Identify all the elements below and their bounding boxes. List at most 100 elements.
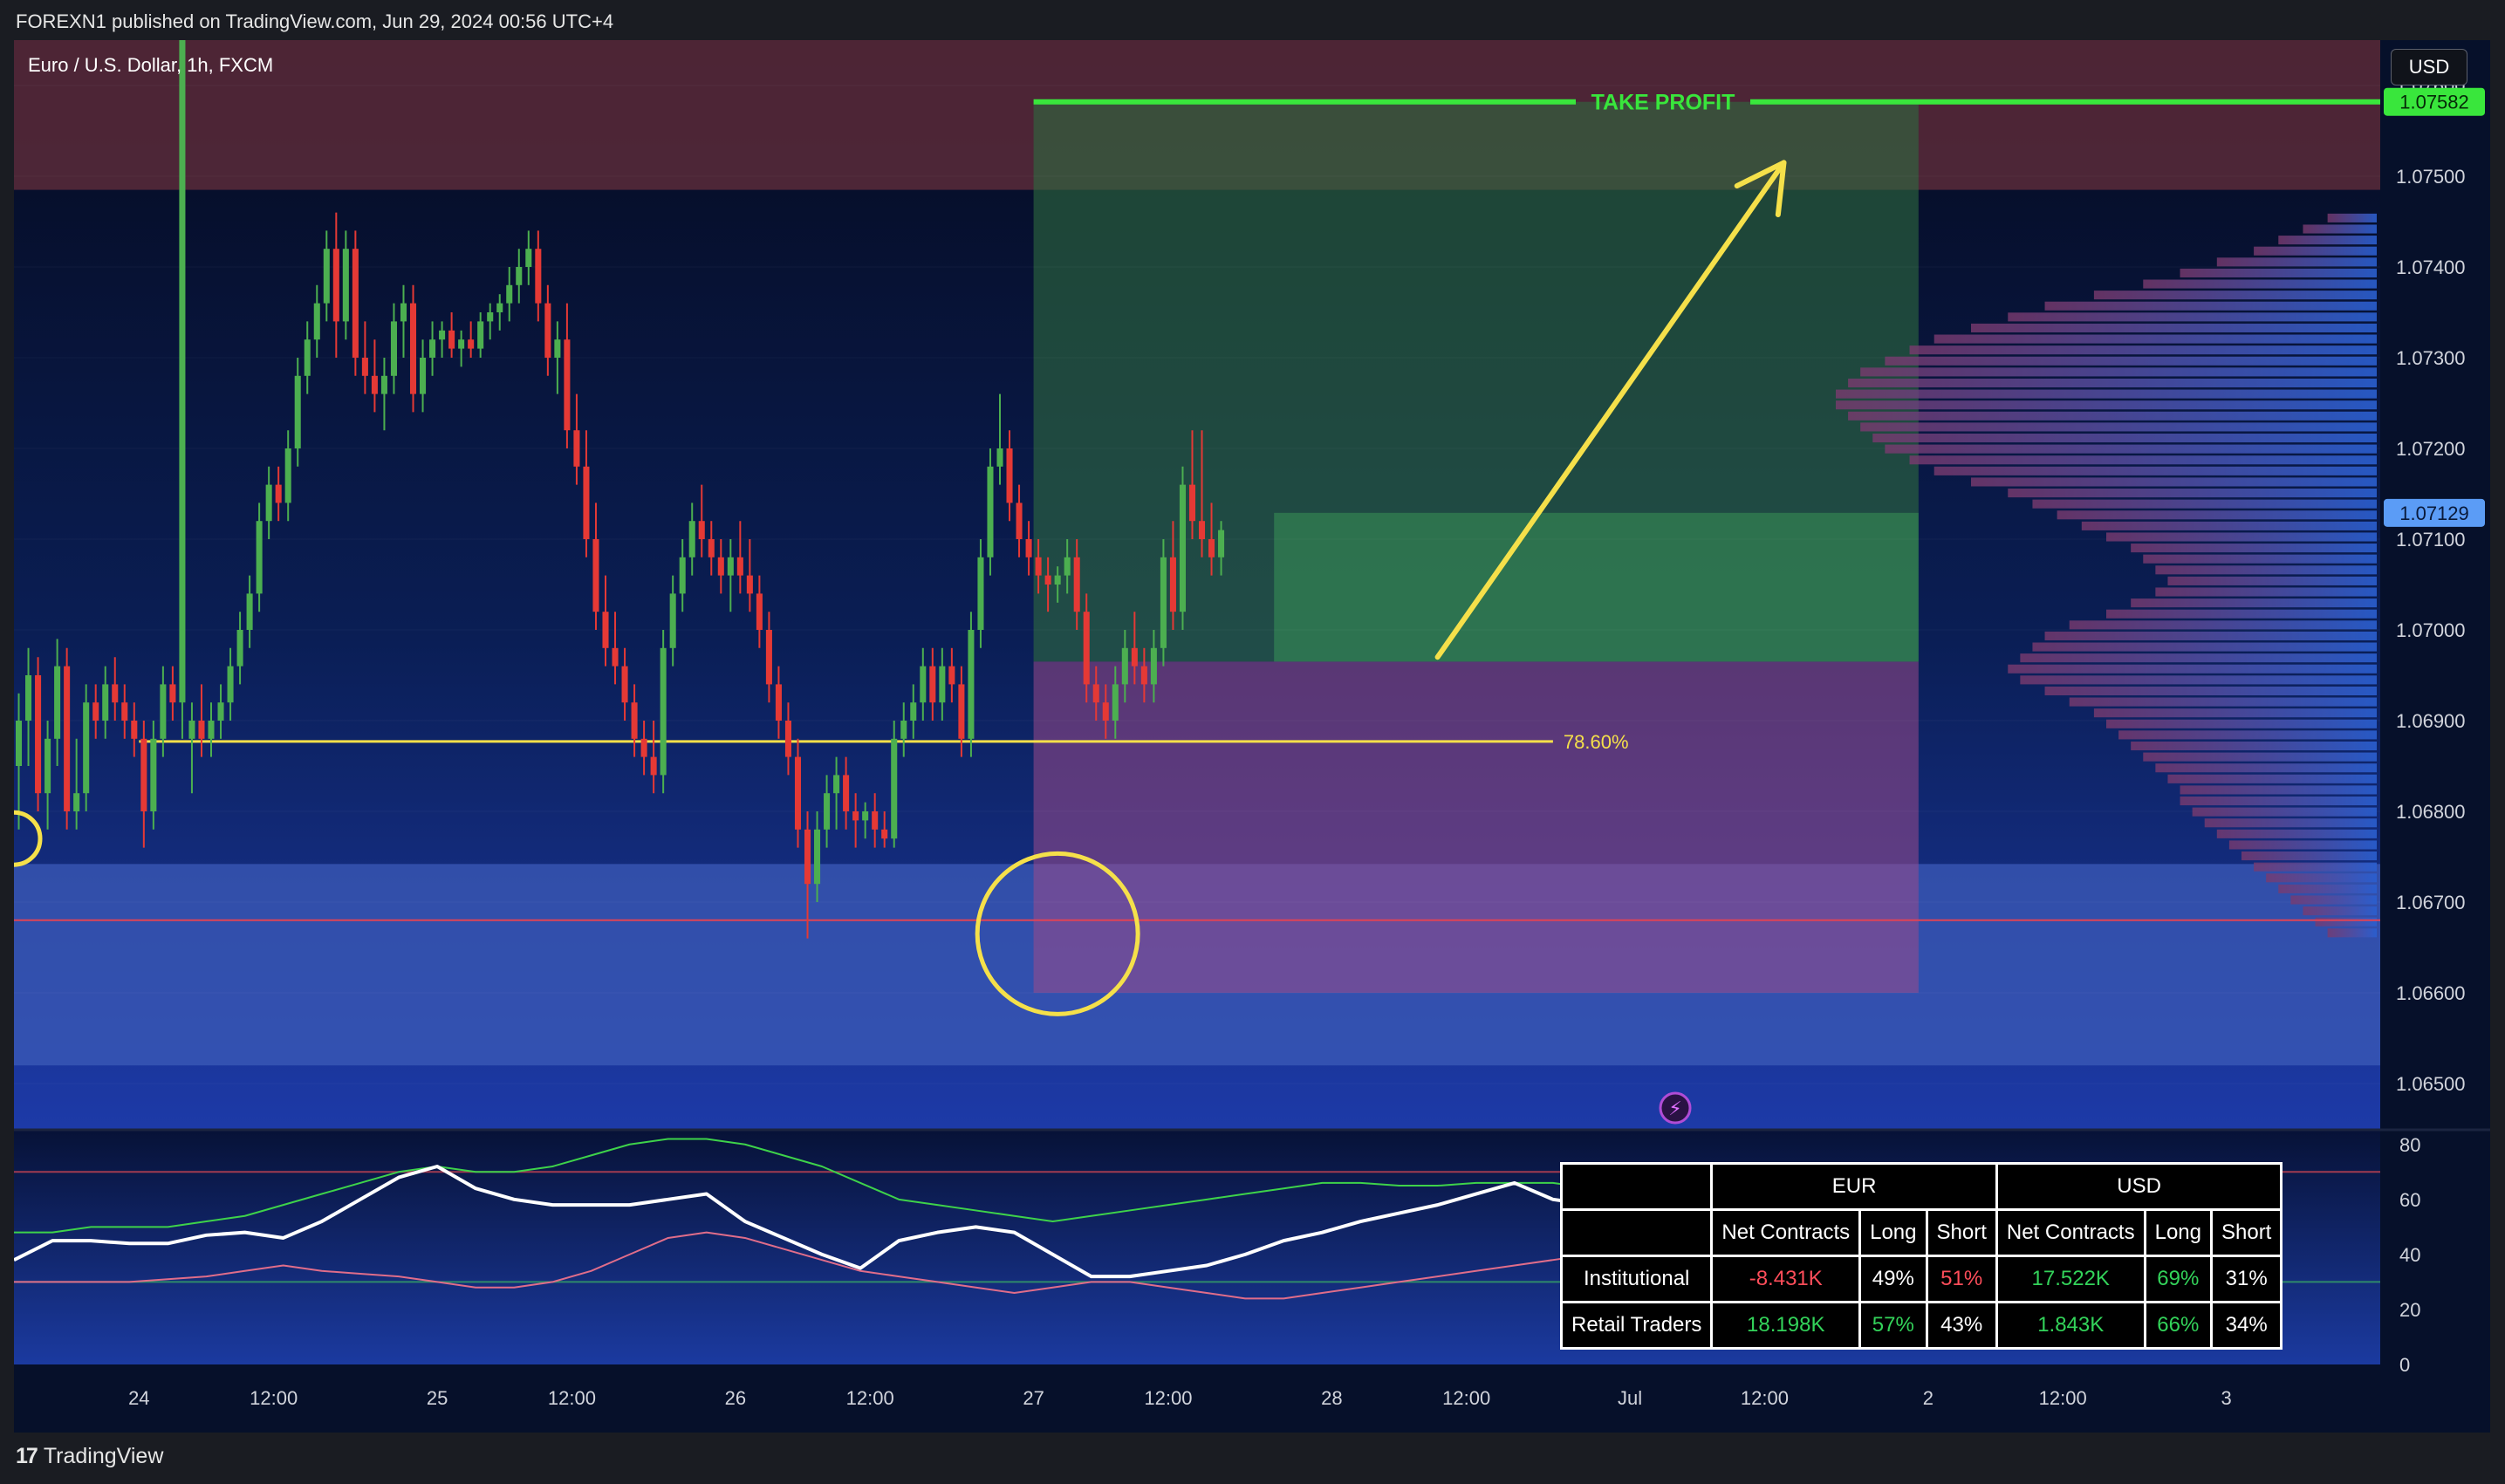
cot-header-row: EUR USD bbox=[1559, 1162, 2283, 1211]
chart-frame[interactable]: Euro / U.S. Dollar, 1h, FXCM USD 78.60% T… bbox=[14, 40, 2490, 1433]
time-axis-background bbox=[14, 1364, 2490, 1433]
candle-body bbox=[968, 630, 975, 739]
time-tick-label: 3 bbox=[2221, 1387, 2231, 1409]
candle-body bbox=[669, 593, 676, 648]
volume-profile-bar bbox=[2180, 785, 2377, 795]
price-tag-label: 1.07582 bbox=[2399, 92, 2469, 113]
candle-body bbox=[25, 675, 32, 721]
candle-body bbox=[612, 647, 619, 667]
cot-cell: 51% bbox=[1925, 1255, 1998, 1303]
candle-body bbox=[977, 557, 984, 630]
currency-button[interactable]: USD bbox=[2391, 49, 2467, 85]
candle-body bbox=[765, 630, 772, 685]
candle-body bbox=[756, 593, 763, 630]
candle-body bbox=[468, 339, 475, 349]
volume-profile-bar bbox=[2131, 598, 2377, 608]
candle-body bbox=[1188, 484, 1196, 522]
cot-row-label: Retail Traders bbox=[1559, 1301, 1714, 1350]
candle-body bbox=[852, 811, 859, 821]
edge-circle-marker-icon bbox=[14, 810, 43, 867]
volume-profile-bar bbox=[2180, 796, 2377, 806]
price-tag-label: 1.07129 bbox=[2399, 503, 2469, 524]
volume-profile-bar bbox=[2044, 301, 2377, 311]
candle-body bbox=[342, 249, 349, 322]
candle-body bbox=[1121, 647, 1128, 685]
candle-body bbox=[1131, 647, 1138, 667]
candle-body bbox=[160, 684, 167, 739]
volume-profile-bar bbox=[2008, 489, 2377, 498]
oscillator-series-line bbox=[14, 1231, 1861, 1300]
candle-body bbox=[380, 375, 387, 394]
candle-body bbox=[640, 738, 647, 757]
volume-profile-bar bbox=[2118, 730, 2377, 740]
candle-body bbox=[698, 521, 705, 539]
volume-profile-bar bbox=[2216, 829, 2377, 838]
cot-row-institutional: Institutional -8.431K 49% 51% 17.522K 69… bbox=[1559, 1255, 2283, 1303]
cot-group-usd: USD bbox=[1995, 1162, 2283, 1211]
time-tick-label: 12:00 bbox=[846, 1387, 894, 1409]
candle-body bbox=[592, 539, 599, 612]
volume-profile-bar bbox=[2303, 224, 2377, 234]
candle-body bbox=[660, 647, 667, 776]
candle-body bbox=[140, 738, 147, 811]
candle-body bbox=[631, 702, 638, 739]
cot-blank-cell bbox=[1559, 1208, 1714, 1257]
candle-body bbox=[1218, 530, 1225, 557]
candle-body bbox=[506, 284, 513, 304]
candle-body bbox=[323, 249, 330, 304]
publish-header: FOREXN1 published on TradingView.com, Ju… bbox=[16, 10, 614, 32]
candle-body bbox=[939, 666, 946, 703]
volume-profile-bar bbox=[2266, 873, 2377, 883]
candle-body bbox=[256, 521, 263, 594]
candle-body bbox=[496, 303, 503, 312]
time-tick-label: Jul bbox=[1618, 1387, 1642, 1409]
candle-body bbox=[420, 358, 427, 394]
volume-profile-bar bbox=[2155, 565, 2377, 575]
candle-body bbox=[35, 675, 42, 794]
candle-body bbox=[64, 666, 71, 811]
time-tick-label: 12:00 bbox=[1741, 1387, 1789, 1409]
time-tick-label: 12:00 bbox=[250, 1387, 298, 1409]
arrow-head-icon bbox=[1734, 160, 1787, 218]
volume-profile-bar bbox=[2008, 664, 2377, 674]
volume-profile-bar bbox=[2057, 510, 2377, 520]
time-tick-label: 12:00 bbox=[2039, 1387, 2087, 1409]
candle-body bbox=[102, 684, 109, 721]
cot-cell: 31% bbox=[2209, 1255, 2283, 1303]
candle-body bbox=[400, 303, 407, 322]
candle-body bbox=[516, 267, 523, 285]
volume-profile-bar bbox=[2081, 521, 2377, 530]
cot-cell: -8.431K bbox=[1710, 1255, 1862, 1303]
cot-cell: 18.198K bbox=[1710, 1301, 1862, 1350]
price-tick-label: 1.07500 bbox=[2396, 166, 2466, 188]
volume-profile-bar bbox=[1860, 422, 2377, 432]
volume-profile-bar bbox=[2044, 686, 2377, 696]
candle-body bbox=[1006, 448, 1013, 503]
volume-profile-bar bbox=[2032, 499, 2377, 509]
brand-footer[interactable]: 17 TradingView bbox=[16, 1444, 163, 1469]
volume-profile-bar bbox=[2254, 246, 2377, 256]
cot-group-eur: EUR bbox=[1710, 1162, 1998, 1211]
volume-profile-bar bbox=[1885, 356, 2377, 366]
volume-profile-bar bbox=[1909, 455, 2377, 465]
oscillator-tick-label: 60 bbox=[2399, 1189, 2420, 1211]
volume-profile-bar bbox=[2315, 917, 2377, 927]
volume-profile-bar bbox=[2020, 675, 2377, 685]
candle-body bbox=[891, 738, 898, 839]
volume-profile-bar bbox=[2278, 884, 2377, 893]
volume-profile-bar bbox=[2020, 653, 2377, 663]
candle-body bbox=[1025, 539, 1032, 557]
cot-cell: 69% bbox=[2143, 1255, 2213, 1303]
fib-level-label: 78.60% bbox=[1564, 731, 1629, 753]
time-tick-label: 25 bbox=[427, 1387, 448, 1409]
candle-body bbox=[1035, 557, 1042, 576]
candle-body bbox=[371, 375, 378, 394]
candle-body bbox=[1092, 684, 1099, 703]
symbol-title[interactable]: Euro / U.S. Dollar, 1h, FXCM bbox=[28, 54, 274, 76]
cot-cell: 1.843K bbox=[1995, 1301, 2146, 1350]
volume-profile-bar bbox=[2278, 236, 2377, 245]
price-tag bbox=[2384, 87, 2485, 116]
volume-profile-bar bbox=[1860, 367, 2377, 377]
cot-cell: 49% bbox=[1858, 1255, 1928, 1303]
candle-body bbox=[1150, 647, 1157, 685]
